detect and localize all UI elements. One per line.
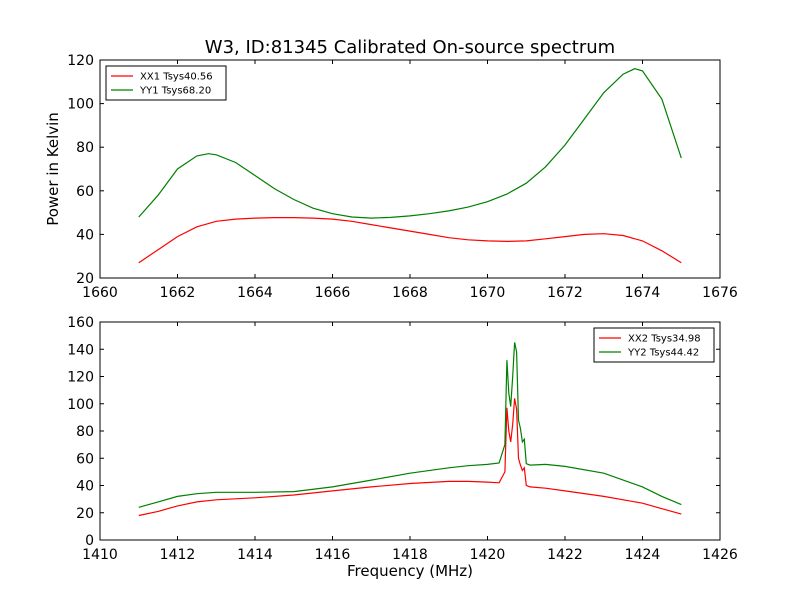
x-tick-label: 1664: [237, 285, 273, 301]
y-tick-label: 60: [76, 451, 94, 467]
legend: XX1 Tsys40.56 YY1 Tsys68.20: [105, 65, 227, 101]
x-tick-label: 1662: [160, 285, 196, 301]
x-tick-label: 1668: [392, 285, 428, 301]
y-tick-label: 140: [67, 342, 94, 358]
series-line-1: [138, 217, 682, 264]
y-tick-label: 120: [67, 53, 94, 69]
legend-entry: XX1 Tsys40.56: [140, 72, 213, 83]
x-tick-label: 1672: [547, 285, 583, 301]
legend-box: [105, 65, 227, 101]
x-tick-label: 1414: [237, 547, 273, 563]
y-tick-label: 0: [85, 533, 94, 549]
x-tick-label: 1418: [392, 547, 428, 563]
y-tick-label: 20: [76, 506, 94, 522]
x-tick-label: 1422: [547, 547, 583, 563]
x-tick-label: 1670: [470, 285, 506, 301]
y-tick-label: 120: [67, 370, 94, 386]
x-tick-label: 1660: [82, 285, 118, 301]
series-line-2: [138, 68, 682, 219]
x-axis-label: Frequency (MHz): [347, 562, 473, 580]
x-tick-label: 1676: [702, 285, 738, 301]
y-tick-label: 60: [76, 184, 94, 200]
series-line-2: [138, 342, 682, 508]
legend-entry: YY1 Tsys68.20: [139, 86, 211, 97]
x-tick-label: 1666: [315, 285, 351, 301]
x-tick-label: 1424: [625, 547, 661, 563]
x-tick-label: 1410: [82, 547, 118, 563]
legend: XX2 Tsys34.98 YY2 Tsys44.42: [593, 327, 715, 363]
y-tick-label: 160: [67, 315, 94, 331]
y-tick-label: 20: [76, 271, 94, 287]
y-tick-label: 40: [76, 479, 94, 495]
x-tick-label: 1416: [315, 547, 351, 563]
legend-entry: XX2 Tsys34.98: [628, 334, 701, 345]
bottom-panel: 1410 1412 1414 1416 1418 1420 1422 1424 1426 0 20 4…: [67, 315, 738, 563]
top-panel: 1660 1662 1664 1666 1668 1670 1672 1674 1676 20 40…: [67, 53, 738, 301]
series-line-1: [138, 398, 682, 517]
legend-entry: YY2 Tsys44.42: [627, 348, 699, 359]
y-tick-label: 80: [76, 424, 94, 440]
y-tick-label: 100: [67, 97, 94, 113]
y-tick-label: 100: [67, 397, 94, 413]
x-tick-label: 1420: [470, 547, 506, 563]
figure-title: W3, ID:81345 Calibrated On-source spectr…: [205, 37, 615, 58]
x-tick-label: 1674: [625, 285, 661, 301]
y-tick-label: 40: [76, 227, 94, 243]
y-axis-label: Power in Kelvin: [44, 112, 62, 226]
x-tick-label: 1412: [160, 547, 196, 563]
x-tick-label: 1426: [702, 547, 738, 563]
y-tick-label: 80: [76, 140, 94, 156]
legend-box: [593, 327, 715, 363]
